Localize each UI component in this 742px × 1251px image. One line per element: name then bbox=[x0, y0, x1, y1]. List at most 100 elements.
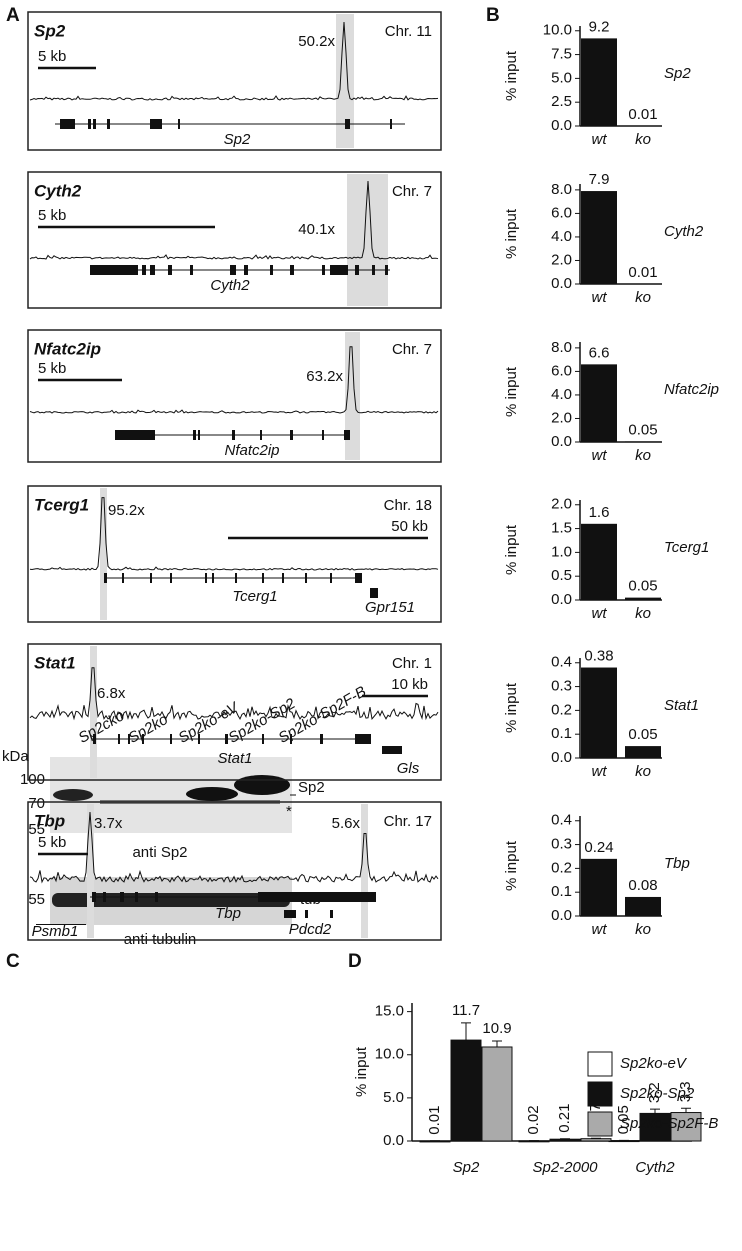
legend-label: Sp2ko-Sp2F-B bbox=[620, 1115, 718, 1132]
band bbox=[53, 789, 93, 801]
value-label: 0.21 bbox=[556, 1104, 573, 1133]
exon bbox=[128, 734, 130, 744]
exon bbox=[305, 573, 307, 583]
y-tick-label: 0.0 bbox=[551, 433, 572, 450]
track-chr: Chr. 11 bbox=[385, 23, 432, 40]
panel-label: A bbox=[6, 5, 20, 26]
exon bbox=[344, 430, 350, 440]
track-chr: Chr. 7 bbox=[392, 341, 432, 358]
track-chr: Chr. 1 bbox=[392, 655, 432, 672]
exon bbox=[320, 734, 323, 744]
y-tick-label: 2.5 bbox=[551, 93, 572, 110]
exon bbox=[103, 892, 106, 902]
exon bbox=[284, 910, 296, 918]
track-box bbox=[27, 801, 442, 941]
track-box bbox=[27, 485, 442, 623]
error-bar bbox=[681, 1107, 691, 1113]
value-label: 0.02 bbox=[525, 1105, 542, 1134]
exon bbox=[385, 265, 388, 275]
exon bbox=[330, 265, 348, 275]
peak-shade bbox=[100, 488, 107, 620]
signal bbox=[29, 180, 439, 260]
x-tick-label: ko bbox=[635, 289, 651, 306]
y-tick-label: 0.0 bbox=[551, 275, 572, 292]
exon bbox=[345, 119, 350, 129]
legend-label: Sp2ko-eV bbox=[620, 1055, 688, 1072]
x-tick-label: ko bbox=[635, 605, 651, 622]
bar bbox=[639, 1112, 671, 1142]
x-tick-label: Cyth2 bbox=[635, 1159, 675, 1176]
exon bbox=[193, 430, 196, 440]
scale-label: 50 kb bbox=[391, 518, 428, 535]
scale-label: 10 kb bbox=[391, 676, 428, 693]
y-tick-label: 10.0 bbox=[375, 1046, 404, 1063]
y-tick-label: 4.0 bbox=[551, 228, 572, 245]
track-chr: Chr. 7 bbox=[392, 183, 432, 200]
exon bbox=[150, 573, 152, 583]
peak-shade bbox=[361, 804, 368, 938]
peak-shade bbox=[336, 14, 354, 148]
exon bbox=[235, 573, 237, 583]
scale-label: 5 kb bbox=[38, 360, 66, 377]
exon bbox=[290, 265, 294, 275]
gene-label: Tcerg1 bbox=[232, 588, 277, 605]
y-tick-label: 0.4 bbox=[551, 654, 572, 671]
exon bbox=[135, 892, 138, 902]
bar bbox=[625, 441, 661, 442]
exon bbox=[168, 265, 172, 275]
panel-label: B bbox=[486, 5, 500, 26]
exon bbox=[198, 430, 200, 440]
x-tick-label: Sp2-2000 bbox=[532, 1159, 598, 1176]
value-label: 0.08 bbox=[628, 877, 657, 894]
y-tick-label: 0.3 bbox=[551, 836, 572, 853]
error-bar bbox=[650, 1108, 660, 1114]
exon bbox=[330, 573, 332, 583]
x-tick-label: ko bbox=[635, 447, 651, 464]
exon bbox=[262, 734, 264, 744]
exon bbox=[150, 119, 162, 129]
value-label: 0.38 bbox=[584, 647, 613, 664]
exon bbox=[60, 119, 75, 129]
exon bbox=[155, 892, 158, 902]
chart-title: Cyth2 bbox=[664, 223, 704, 240]
peak-shade bbox=[90, 646, 97, 778]
exon bbox=[122, 573, 124, 583]
panel-label: D bbox=[348, 951, 362, 972]
track-title: Cyth2 bbox=[34, 181, 82, 200]
exon bbox=[355, 573, 362, 583]
exon bbox=[90, 265, 138, 275]
bar bbox=[450, 1039, 482, 1142]
bar bbox=[581, 364, 617, 442]
y-tick-label: 0.0 bbox=[551, 117, 572, 134]
exon bbox=[170, 734, 172, 744]
band bbox=[234, 775, 290, 795]
bar bbox=[581, 667, 617, 758]
exon bbox=[212, 573, 214, 583]
chart-title: Sp2 bbox=[664, 65, 691, 82]
exon bbox=[93, 734, 96, 744]
y-tick-label: 0.2 bbox=[551, 701, 572, 718]
exon bbox=[382, 746, 402, 754]
exon bbox=[190, 265, 193, 275]
exon bbox=[305, 910, 308, 918]
y-tick-label: 15.0 bbox=[375, 1003, 404, 1020]
gene-label: Tbp bbox=[215, 905, 241, 922]
y-tick-label: 5.0 bbox=[551, 69, 572, 86]
exon bbox=[225, 734, 228, 744]
y-tick-label: 0.0 bbox=[383, 1132, 404, 1149]
exon bbox=[107, 119, 110, 129]
exon bbox=[370, 588, 378, 598]
gene-label: Nfatc2ip bbox=[224, 442, 279, 459]
x-tick-label: wt bbox=[592, 131, 608, 148]
track-box bbox=[27, 329, 442, 463]
exon bbox=[118, 734, 120, 744]
y-tick-label: 2.0 bbox=[551, 409, 572, 426]
bar bbox=[625, 746, 661, 758]
gene-label: Psmb1 bbox=[32, 923, 79, 940]
exon bbox=[390, 119, 392, 129]
track-chr: Chr. 17 bbox=[384, 813, 432, 830]
exon bbox=[142, 265, 146, 275]
bar bbox=[581, 191, 617, 284]
x-tick-label: wt bbox=[592, 447, 608, 464]
